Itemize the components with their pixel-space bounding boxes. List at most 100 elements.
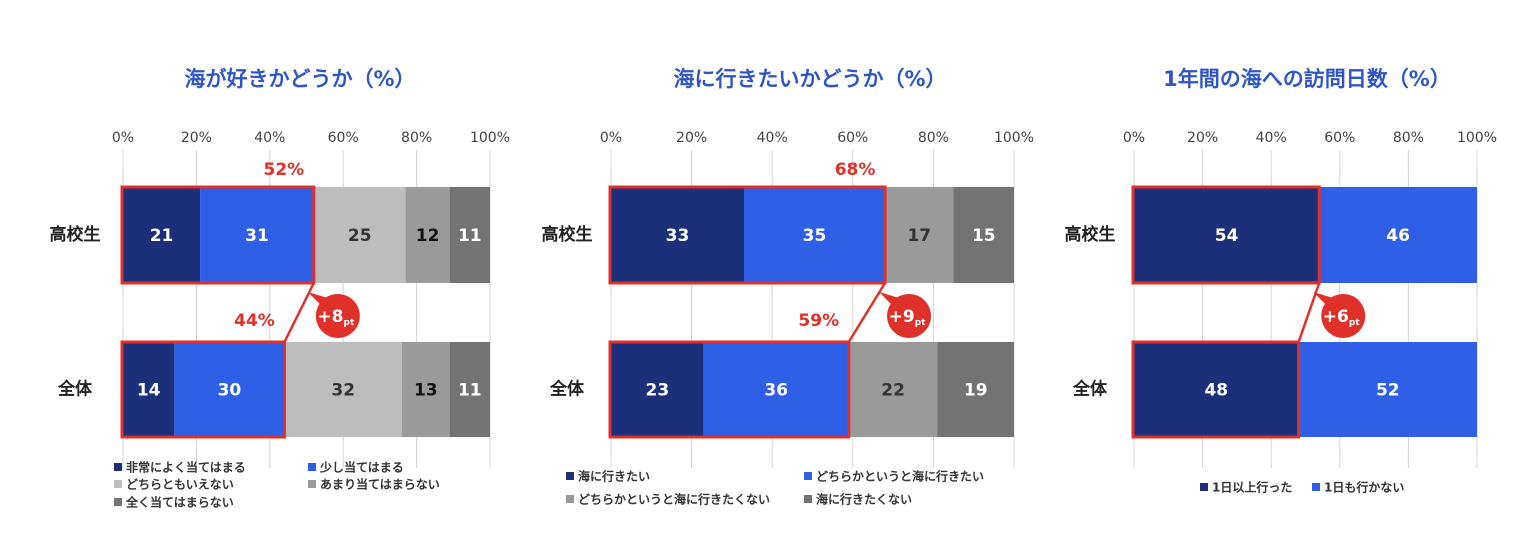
data-label: 21 [150, 226, 174, 246]
highlight-box [120, 340, 286, 439]
x-tick-label: 100% [994, 130, 1034, 146]
total-label: 68% [835, 160, 876, 180]
highlight-box [608, 340, 851, 439]
total-label: 44% [234, 311, 275, 331]
total-label: 59% [798, 311, 839, 331]
legend-swatch [1312, 483, 1320, 491]
data-label: 23 [646, 381, 670, 401]
data-label: 14 [137, 381, 161, 401]
total-label: 52% [263, 160, 304, 180]
category-label: 高校生 [542, 224, 593, 245]
bar-segment [953, 187, 1014, 283]
x-tick-label: 60% [328, 130, 359, 146]
data-label: 13 [414, 381, 438, 401]
data-label: 32 [331, 381, 355, 401]
data-label: 22 [881, 381, 905, 401]
legend-label: どちらかというと海に行きたくない [578, 492, 770, 507]
x-tick-label: 80% [918, 130, 949, 146]
x-tick-label: 40% [1256, 130, 1287, 146]
chart-1: 海が好きかどうか（%） 0% 20% 40% 60% 80% 100% 高校生 21 31 25 12… [50, 67, 511, 510]
x-tick-label: 60% [837, 130, 868, 146]
legend-swatch [566, 495, 574, 503]
bar-segment [611, 342, 704, 437]
bar-segment [1298, 342, 1477, 437]
difference-label: +9pt [889, 307, 927, 328]
bar-segment [1134, 187, 1320, 283]
legend-swatch [308, 480, 316, 488]
x-tick-label: 20% [181, 130, 212, 146]
bar-segment [123, 342, 175, 437]
bar-segment [284, 342, 402, 437]
data-label: 35 [803, 226, 827, 246]
x-tick-label: 100% [470, 130, 510, 146]
legend-label: 海に行きたい [578, 469, 650, 484]
data-label: 52 [1376, 381, 1400, 401]
bar-segment [401, 342, 450, 437]
category-label: 全体 [1072, 379, 1108, 400]
x-tick-label: 80% [401, 130, 432, 146]
bar-segment [703, 342, 849, 437]
chart-title: 海が好きかどうか（%） [184, 67, 415, 91]
bar-segment [313, 187, 406, 283]
data-label: 54 [1215, 226, 1239, 246]
difference-badge [315, 294, 360, 338]
data-label: 11 [458, 381, 482, 401]
difference-badge [1321, 294, 1366, 338]
legend-swatch [566, 472, 574, 480]
bar-segment [123, 187, 201, 283]
x-tick-label: 0% [112, 130, 134, 146]
data-label: 11 [458, 226, 482, 246]
x-tick-label: 100% [1457, 130, 1497, 146]
x-tick-label: 20% [1187, 130, 1218, 146]
data-label: 46 [1386, 226, 1410, 246]
legend-swatch [114, 463, 122, 471]
x-tick-label: 20% [676, 130, 707, 146]
difference-label: +6pt [1323, 307, 1361, 328]
bar-segment [611, 187, 744, 283]
legend-swatch [114, 498, 122, 506]
bar-segment [848, 342, 938, 437]
legend-swatch [1200, 483, 1208, 491]
highlight-box [1131, 185, 1321, 285]
category-label: 高校生 [1065, 224, 1116, 245]
legend-label: あまり当てはまらない [320, 477, 440, 492]
bar-segment [1319, 187, 1477, 283]
x-tick-label: 0% [600, 130, 622, 146]
legend-label: どちらともいえない [126, 478, 234, 492]
difference-label: +8pt [317, 307, 355, 328]
legend-label: 非常によく当てはまる [126, 460, 246, 475]
bar-segment [449, 187, 490, 283]
data-label: 36 [764, 381, 788, 401]
connector-line [847, 282, 887, 343]
difference-badge [887, 294, 932, 338]
data-label: 48 [1204, 381, 1228, 401]
x-tick-label: 40% [757, 130, 788, 146]
bar-segment [937, 342, 1014, 437]
highlight-box [608, 185, 887, 285]
legend-label: どちらかというと海に行きたい [816, 469, 984, 484]
connector-line [283, 282, 315, 343]
data-label: 33 [666, 226, 690, 246]
data-label: 12 [416, 226, 440, 246]
data-label: 30 [218, 381, 242, 401]
bar-segment [405, 187, 450, 283]
legend-swatch [308, 463, 316, 471]
legend-label: 海に行きたくない [816, 492, 912, 507]
x-tick-label: 60% [1324, 130, 1355, 146]
category-label: 全体 [57, 379, 93, 400]
chart-3: 1年間の海への訪問日数（%） 0% 20% 40% 60% 80% 100% 高校生 54 46 全… [1065, 67, 1498, 495]
chart-title: 海に行きたいかどうか（%） [673, 67, 946, 91]
data-label: 15 [972, 226, 996, 246]
data-label: 17 [907, 226, 931, 246]
highlight-box [1131, 340, 1301, 439]
legend-label: 全く当てはまらない [125, 495, 234, 510]
bar-segment [200, 187, 314, 283]
category-label: 高校生 [50, 224, 101, 245]
bar-segment [1134, 342, 1299, 437]
legend-swatch [804, 472, 812, 480]
highlight-box [120, 185, 316, 285]
data-label: 25 [348, 226, 372, 246]
category-label: 全体 [549, 379, 585, 400]
data-label: 19 [964, 381, 988, 401]
